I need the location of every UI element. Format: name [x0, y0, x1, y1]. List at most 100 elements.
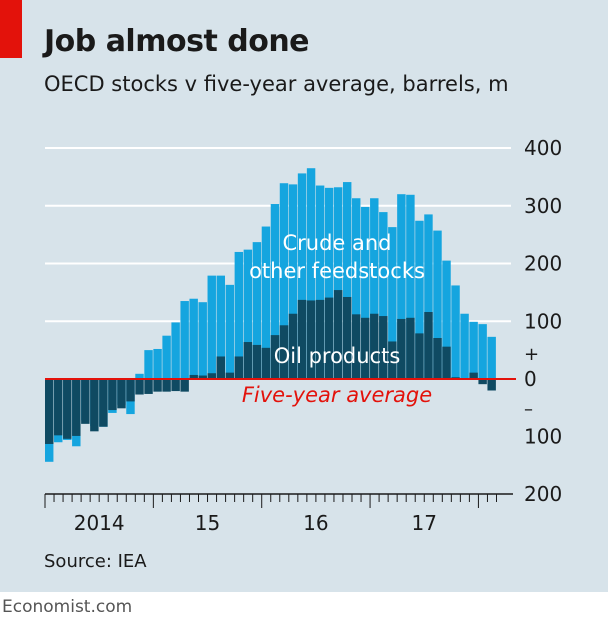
crude-bar	[388, 227, 397, 379]
crude-bar	[433, 230, 442, 379]
product-bar	[45, 379, 54, 444]
chart-title: Job almost done	[44, 24, 310, 59]
product-bar	[324, 297, 334, 379]
product-bar	[397, 318, 406, 379]
product-bar	[487, 379, 496, 391]
crude-bar	[270, 204, 280, 379]
product-bar	[424, 312, 433, 379]
product-bar	[306, 300, 316, 379]
product-bar	[216, 356, 225, 379]
product-bar	[54, 379, 63, 436]
product-bar	[243, 342, 253, 379]
product-bar	[352, 314, 361, 379]
product-bar	[297, 299, 307, 379]
crude-bar	[162, 335, 171, 379]
product-bar	[162, 379, 171, 392]
x-tick-label: 17	[412, 511, 437, 535]
product-bar	[81, 379, 90, 424]
crude-label-line1: Crude and	[282, 231, 391, 255]
product-bar	[433, 337, 442, 379]
crude-bar	[424, 214, 433, 379]
plus-sign: +	[524, 344, 539, 365]
crude-bar	[189, 298, 198, 379]
crude-bar	[288, 184, 298, 379]
crude-bar	[361, 206, 370, 379]
product-bar	[153, 379, 162, 392]
product-bar	[252, 344, 262, 379]
y-tick-label: 100	[524, 309, 562, 333]
product-bar	[135, 379, 144, 395]
product-bar	[171, 379, 180, 392]
crude-bar	[352, 198, 361, 379]
crude-bar	[415, 220, 424, 379]
crude-bar	[234, 251, 244, 379]
crude-bar	[252, 242, 262, 379]
product-bar	[288, 313, 298, 379]
product-bar	[261, 347, 271, 379]
crude-bar	[324, 187, 334, 379]
crude-bar	[487, 336, 496, 379]
product-bar	[117, 379, 126, 409]
product-bar	[63, 379, 72, 439]
crude-bar	[342, 182, 352, 379]
y-tick-label: 400	[524, 136, 562, 160]
x-tick-label: 2014	[74, 511, 125, 535]
product-bar	[90, 379, 99, 432]
minus-sign: –	[524, 399, 533, 420]
brand-tag	[0, 0, 22, 58]
product-bar	[415, 333, 424, 379]
crude-bar	[171, 322, 180, 379]
crude-bar	[279, 183, 289, 379]
product-bar	[478, 379, 487, 385]
product-bar	[72, 379, 81, 436]
product-bar	[315, 299, 325, 379]
crude-bar	[478, 324, 487, 379]
y-tick-label: 200	[524, 482, 562, 506]
product-bar	[108, 379, 117, 411]
crude-bar	[460, 313, 469, 379]
product-bar	[189, 374, 198, 379]
crude-bar	[225, 284, 235, 379]
product-bar	[342, 296, 352, 379]
product-bar	[126, 379, 135, 402]
product-bar	[270, 335, 280, 379]
product-bar	[388, 341, 397, 379]
product-bar	[234, 356, 244, 379]
crude-bar	[135, 373, 144, 379]
crude-bar	[333, 187, 343, 379]
crude-bar	[306, 168, 316, 379]
source-note: Source: IEA	[44, 551, 147, 572]
chart-subtitle: OECD stocks v five-year average, barrels…	[44, 72, 509, 96]
product-bar	[279, 325, 289, 379]
product-bar	[361, 317, 370, 379]
product-bar	[379, 316, 388, 379]
y-tick-label: 200	[524, 252, 562, 276]
y-tick-label: 300	[524, 194, 562, 218]
product-bar	[370, 313, 379, 379]
baseline-label: Five-year average	[242, 383, 432, 407]
crude-bar	[153, 348, 162, 379]
x-tick-label: 15	[195, 511, 220, 535]
product-bar	[442, 346, 451, 379]
y-tick-label: 0	[524, 367, 537, 391]
crude-bar	[144, 350, 153, 379]
product-bar	[198, 375, 207, 379]
crude-label-line2: other feedstocks	[249, 259, 425, 283]
chart-area: 400 300 200 100 0 100 200 + – Crude and other feed…	[44, 136, 562, 535]
crude-bar	[261, 226, 271, 379]
product-bar	[207, 373, 216, 379]
crude-bar	[406, 194, 415, 379]
product-bar	[469, 372, 478, 379]
crude-bar	[469, 321, 478, 379]
y-tick-label: 100	[524, 425, 562, 449]
crude-bar	[442, 260, 451, 379]
crude-bar	[297, 173, 307, 379]
product-bar	[406, 317, 415, 379]
product-bar	[225, 372, 235, 379]
x-tick-label: 16	[303, 511, 328, 535]
crude-bar	[207, 275, 216, 379]
crude-bar	[198, 302, 207, 379]
product-bar	[180, 379, 189, 392]
crude-bar	[451, 285, 460, 379]
product-bar	[144, 379, 153, 394]
